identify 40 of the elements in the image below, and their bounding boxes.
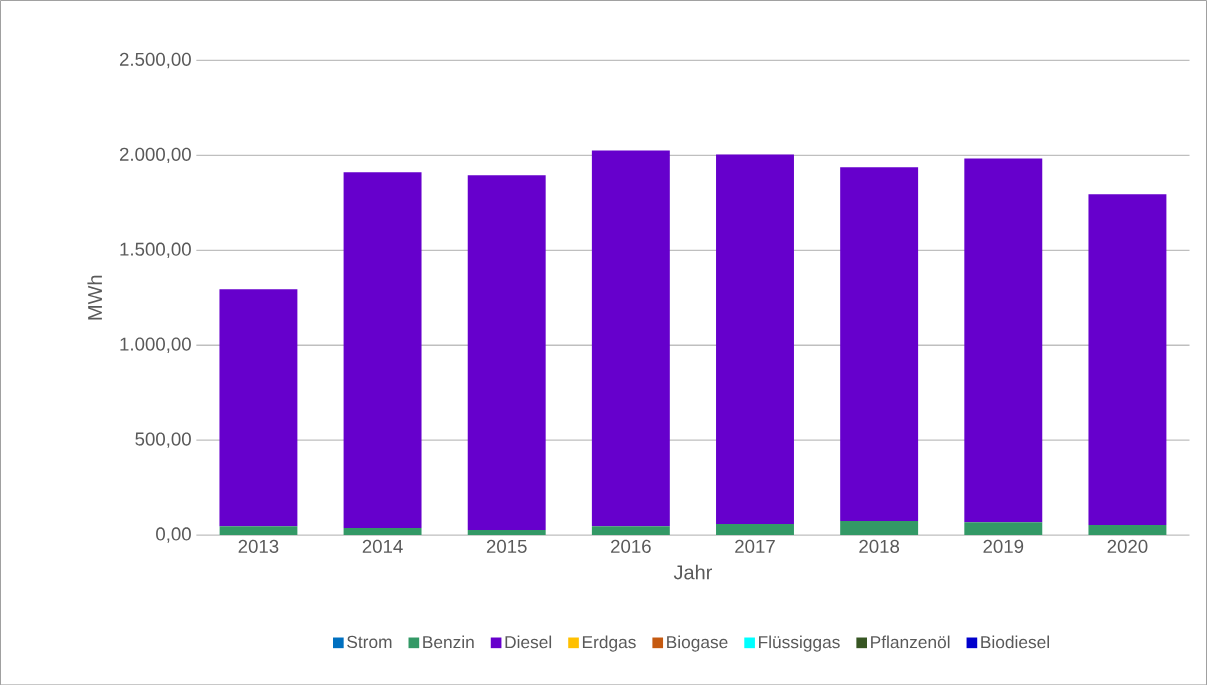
x-tick-label: 2016 bbox=[611, 539, 651, 553]
x-tick-label: 2017 bbox=[735, 539, 775, 553]
legend-label: Flüssiggas bbox=[759, 635, 840, 652]
bar bbox=[1088, 194, 1167, 525]
y-tick-label: 2.000,00 bbox=[119, 147, 191, 163]
y-axis-title: MWh bbox=[87, 275, 102, 320]
legend-label: Erdgas bbox=[582, 635, 636, 652]
bar bbox=[343, 527, 422, 535]
x-tick-label: 2018 bbox=[859, 539, 900, 553]
bar bbox=[964, 521, 1043, 535]
bar bbox=[467, 529, 546, 535]
bar bbox=[716, 154, 794, 524]
bar bbox=[964, 158, 1043, 522]
bar bbox=[840, 520, 919, 535]
bar bbox=[716, 523, 794, 535]
x-tick-label: 2015 bbox=[486, 539, 527, 553]
x-axis-title: Jahr bbox=[673, 564, 713, 580]
legend-label: Benzin bbox=[423, 635, 474, 649]
x-tick-label: 2014 bbox=[362, 539, 403, 553]
legend-label: Biodiesel bbox=[981, 635, 1049, 649]
y-tick-label: 500,00 bbox=[135, 432, 191, 448]
legend-label: Diesel bbox=[505, 635, 552, 649]
y-tick-label: 1.000,00 bbox=[120, 337, 191, 353]
bar bbox=[467, 175, 546, 530]
bar bbox=[219, 289, 298, 526]
legend-label: Strom bbox=[347, 635, 392, 648]
bar bbox=[840, 167, 919, 521]
y-tick-label: 0,00 bbox=[156, 527, 191, 543]
bar bbox=[1088, 524, 1167, 535]
x-tick-label: 2019 bbox=[983, 539, 1024, 553]
bar bbox=[591, 525, 670, 535]
y-tick-label: 1.500,00 bbox=[120, 242, 191, 258]
bar bbox=[219, 525, 298, 535]
legend-label: Biogase bbox=[667, 635, 728, 652]
bar bbox=[343, 172, 422, 528]
x-tick-label: 2020 bbox=[1107, 539, 1148, 553]
y-tick-label: 2.500,00 bbox=[119, 52, 191, 68]
legend-label: Pflanzenöl bbox=[871, 635, 950, 649]
bar bbox=[591, 150, 670, 526]
x-tick-label: 2013 bbox=[238, 539, 279, 553]
